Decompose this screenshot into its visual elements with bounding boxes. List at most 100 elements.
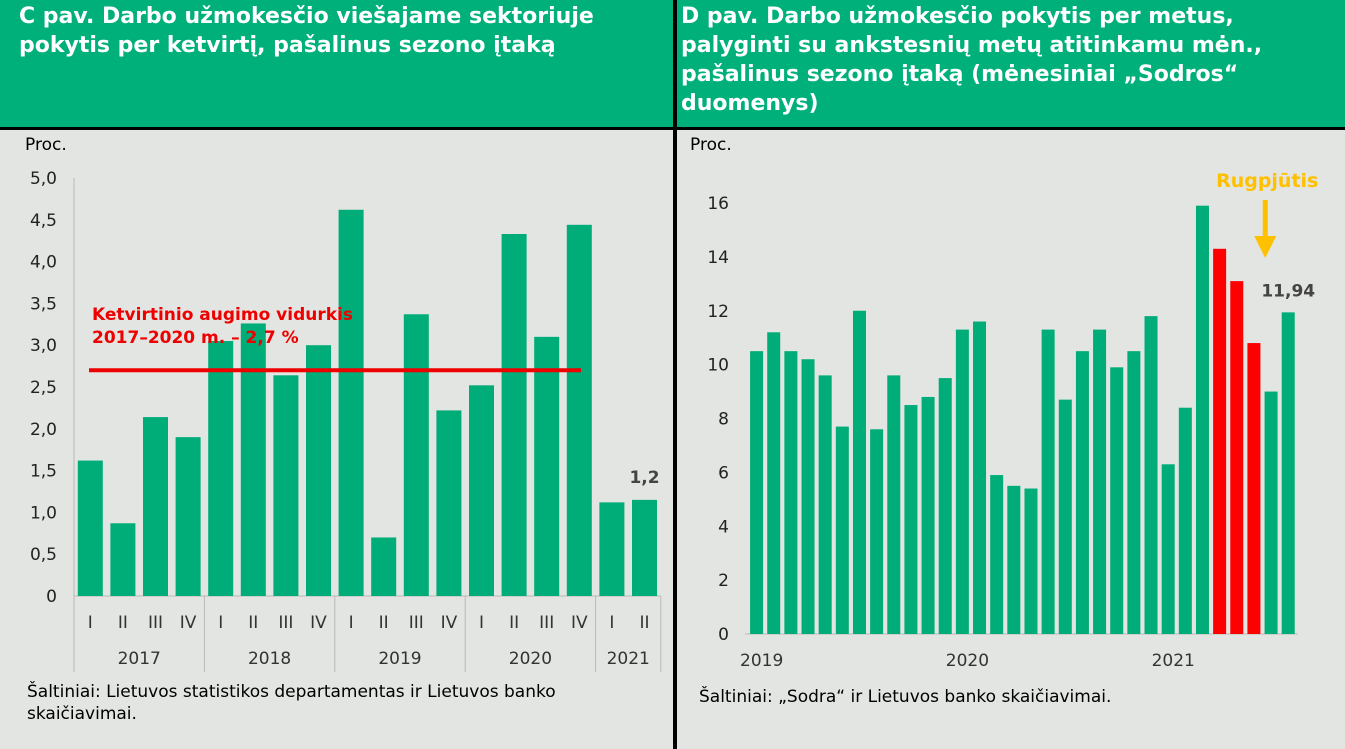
bar [371,537,397,596]
x-tick-label: II [118,613,128,633]
bar [767,332,781,634]
x-tick-label: I [609,613,614,633]
annotation-label: Rugpjūtis [1216,170,1318,192]
bar [338,209,364,596]
y-tick-label: 4,5 [30,211,57,231]
y-tick-label: 2 [718,571,729,591]
x-tick-label: II [509,613,519,633]
y-tick-label: 0,5 [30,545,57,565]
x-group-label: 2018 [248,649,291,669]
x-tick-label: II [639,613,649,633]
bar [501,234,527,596]
y-tick-label: 10 [707,356,729,376]
y-tick-label: 4 [718,517,729,537]
right-chart-panel: D pav. Darbo užmokesčio pokytis per metu… [677,0,1345,749]
bar [1247,343,1261,634]
bar [1213,248,1227,634]
bar [852,310,866,634]
bar [1161,464,1175,634]
data-label: 11,94 [1261,281,1315,301]
bar [990,475,1004,634]
x-tick-label: III [278,613,293,633]
bar [436,410,462,596]
x-tick-label: 2021 [1152,651,1195,671]
left-source-note: Šaltiniai: Lietuvos statistikos departam… [27,682,556,724]
x-group-label: 2021 [607,649,650,669]
x-tick-label: 2019 [740,651,783,671]
bar [273,375,299,596]
x-tick-label: III [539,613,554,633]
y-tick-label: 5,0 [30,169,57,189]
x-group-label: 2017 [118,649,161,669]
bar [1041,329,1055,634]
bar [1264,391,1278,634]
bar [240,323,266,596]
bar [1230,281,1244,634]
y-tick-label: 2,0 [30,420,57,440]
right-header-divider [677,127,1345,130]
bar [110,523,136,596]
y-tick-label: 0 [46,587,57,607]
right-source-note: Šaltiniai: „Sodra“ ir Lietuvos banko ska… [699,687,1112,707]
bar [938,378,952,634]
right-chart-title: D pav. Darbo užmokesčio pokytis per metu… [681,4,1263,116]
bar [175,437,201,596]
y-tick-label: 2,5 [30,378,57,398]
bar [1110,367,1124,634]
x-group-label: 2019 [378,649,421,669]
left-unit-label: Proc. [25,135,67,155]
bar [870,429,884,634]
bar [887,375,901,634]
bar [835,426,849,634]
bar [1058,399,1072,634]
y-tick-label: 14 [707,248,729,268]
bar [599,502,625,596]
bar [306,345,331,596]
x-tick-label: I [88,613,93,633]
left-chart-panel: C pav. Darbo užmokesčio viešajame sektor… [0,0,673,749]
reference-line-label: Ketvirtinio augimo vidurkis [92,305,353,325]
y-tick-label: 3,0 [30,336,57,356]
bar [904,405,918,634]
bar [955,329,969,634]
bar [1281,312,1295,634]
x-tick-label: III [409,613,424,633]
bar [632,499,657,596]
bar [1178,407,1192,634]
x-tick-label: II [248,613,258,633]
bar [1195,205,1209,634]
bar [534,336,560,596]
right-bar-chart: 0 2 4 6 8 10 12 14 16 2019 2020 2021 11,94 Rugpjūtis [707,170,1318,671]
bar [1093,329,1107,634]
reference-line-label: 2017–2020 m. – 2,7 % [92,328,299,348]
bar [208,341,234,596]
x-tick-label: I [349,613,354,633]
left-chart-title-bar: C pav. Darbo užmokesčio viešajame sektor… [0,0,673,127]
bar [801,359,815,634]
annotation-arrow-head [1254,236,1277,258]
x-tick-label: IV [571,613,588,633]
x-tick-label: I [479,613,484,633]
y-tick-label: 1,5 [30,462,57,482]
right-chart-title-bar: D pav. Darbo užmokesčio pokytis per metu… [677,0,1345,127]
bar [818,375,832,634]
bar [784,351,798,634]
x-tick-label: IV [180,613,197,633]
right-unit-label: Proc. [690,135,732,155]
bar [1007,485,1021,634]
y-tick-label: 1,0 [30,503,57,523]
bar [973,321,987,634]
y-tick-label: 16 [707,194,729,214]
y-tick-label: 6 [718,463,729,483]
y-tick-label: 12 [707,302,729,322]
x-tick-label: III [148,613,163,633]
x-tick-label: IV [441,613,458,633]
x-tick-label: 2020 [946,651,989,671]
left-bar-chart: 00,51,01,52,02,53,03,54,04,55,0I II III IV I… [30,169,662,672]
y-tick-label: 0 [718,625,729,645]
bar [403,314,429,596]
bar [566,224,592,596]
left-header-divider [0,127,673,130]
bar [143,417,168,596]
y-tick-label: 4,0 [30,253,57,273]
